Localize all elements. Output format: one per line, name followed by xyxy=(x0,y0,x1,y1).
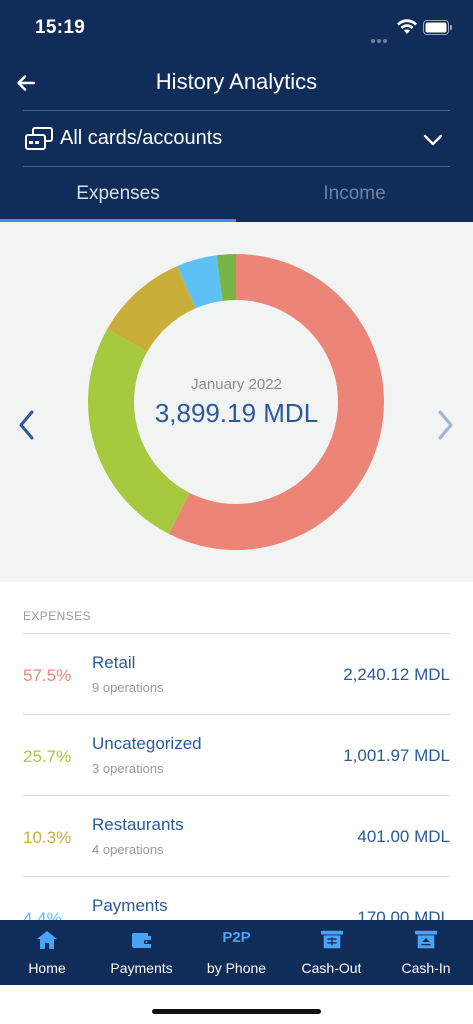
nav-label: by Phone xyxy=(206,960,267,976)
nav-label: Cash-In xyxy=(401,960,451,976)
row-divider xyxy=(23,795,450,796)
category-row-uncategorized[interactable]: 25.7% Uncategorized 3 operations 1,001.9… xyxy=(0,715,473,796)
status-bar: 15:19 xyxy=(0,0,473,56)
nav-label: Payments xyxy=(110,960,173,976)
row-divider xyxy=(23,714,450,715)
cash-in-icon xyxy=(414,930,438,949)
account-selector-label: All cards/accounts xyxy=(60,127,223,149)
active-tab-indicator xyxy=(0,219,236,222)
cash-out-icon xyxy=(320,930,343,949)
chart-period: January 2022 xyxy=(191,376,282,393)
home-indicator xyxy=(152,1009,321,1014)
category-percent: 10.3% xyxy=(23,828,72,847)
category-amount: 1,001.97 MDL xyxy=(343,746,450,765)
status-time: 15:19 xyxy=(35,17,86,38)
expenses-list: EXPENSES 57.5% Retail 9 operations 2,240… xyxy=(0,582,473,920)
category-percent: 57.5% xyxy=(23,666,72,685)
category-name: Payments xyxy=(92,896,168,915)
tab-bar: Expenses Income xyxy=(0,167,473,222)
cards-icon xyxy=(25,127,53,150)
header-divider xyxy=(23,110,450,111)
nav-cash-in[interactable]: Cash-In xyxy=(379,920,473,985)
section-label: EXPENSES xyxy=(23,609,91,623)
nav-label: Cash-Out xyxy=(301,960,362,976)
nav-cash-out[interactable]: Cash-Out xyxy=(284,920,379,985)
category-amount: 2,240.12 MDL xyxy=(343,665,450,684)
back-arrow-icon[interactable] xyxy=(14,71,38,95)
category-operations: 3 operations xyxy=(92,761,164,776)
category-amount: 170.00 MDL xyxy=(357,908,450,920)
chart-area: January 2022 3,899.19 MDL xyxy=(0,222,473,582)
donut-slice-restaurants xyxy=(107,266,196,352)
section-divider xyxy=(23,633,450,634)
nav-label: Home xyxy=(28,960,66,976)
donut-slice-uncategorized xyxy=(87,329,190,534)
tab-expenses[interactable]: Expenses xyxy=(76,183,160,204)
header: 15:19 History Analytics xyxy=(0,0,473,222)
category-name: Uncategorized xyxy=(92,734,202,753)
bottom-nav: Home Payments P2P by Phone Cash-Out xyxy=(0,920,473,985)
category-name: Restaurants xyxy=(92,815,184,834)
category-percent: 4.4% xyxy=(23,909,62,920)
nav-payments[interactable]: Payments xyxy=(94,920,189,985)
p2p-icon: P2P xyxy=(222,929,251,946)
category-row-restaurants[interactable]: 10.3% Restaurants 4 operations 401.00 MD… xyxy=(0,796,473,877)
donut-slice-payments xyxy=(177,255,223,309)
home-icon xyxy=(37,931,57,949)
donut-slice-retail xyxy=(168,254,385,550)
page-title: History Analytics xyxy=(155,69,318,94)
chevron-down-icon xyxy=(423,134,443,146)
category-operations: 4 operations xyxy=(92,842,164,857)
signal-dots-icon xyxy=(371,30,391,43)
category-name: Retail xyxy=(92,653,136,672)
wifi-icon xyxy=(397,19,417,34)
category-percent: 25.7% xyxy=(23,747,72,766)
header-divider xyxy=(23,166,450,167)
battery-icon xyxy=(423,20,452,35)
category-row-payments[interactable]: 4.4% Payments 170.00 MDL xyxy=(0,877,473,920)
donut-chart xyxy=(87,254,385,550)
home-indicator-area xyxy=(0,985,473,1024)
tab-income[interactable]: Income xyxy=(323,183,386,204)
category-row-retail[interactable]: 57.5% Retail 9 operations 2,240.12 MDL xyxy=(0,634,473,715)
donut-slice-other xyxy=(216,254,236,301)
next-period-arrow-icon[interactable] xyxy=(432,408,458,442)
nav-bar: History Analytics xyxy=(0,58,473,108)
row-divider xyxy=(23,876,450,877)
category-operations: 9 operations xyxy=(92,680,164,695)
prev-period-arrow-icon[interactable] xyxy=(14,408,40,442)
nav-home[interactable]: Home xyxy=(0,920,94,985)
category-amount: 401.00 MDL xyxy=(357,827,450,846)
wallet-icon xyxy=(131,933,152,948)
nav-by-phone[interactable]: P2P by Phone xyxy=(189,920,284,985)
account-selector[interactable]: All cards/accounts xyxy=(0,112,473,166)
chart-total: 3,899.19 MDL xyxy=(154,398,319,428)
